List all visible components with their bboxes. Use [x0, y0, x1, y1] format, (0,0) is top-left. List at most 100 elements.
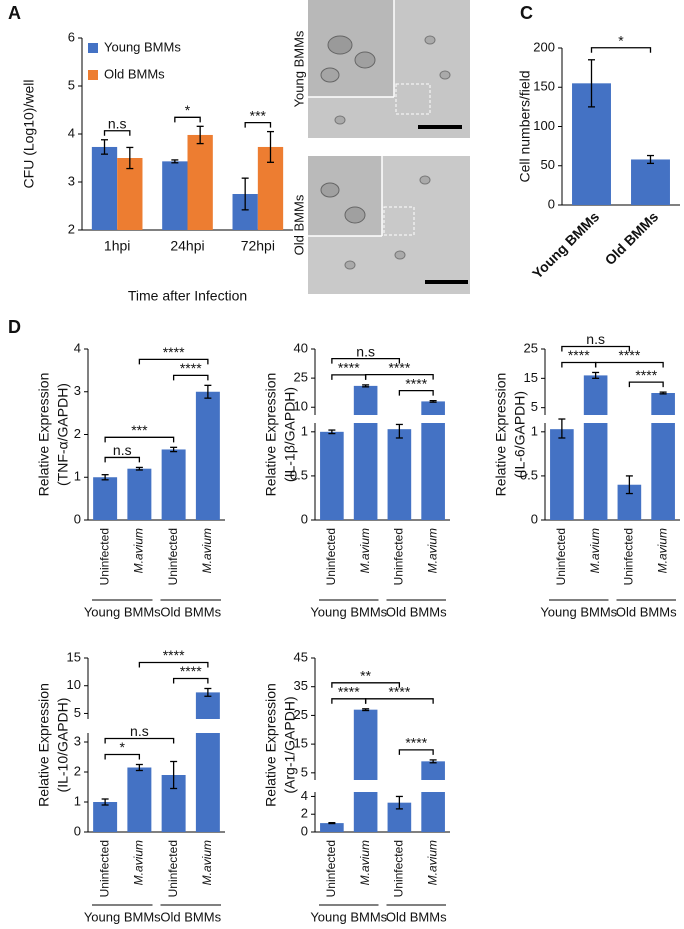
bar: [91, 146, 118, 230]
bar: [421, 761, 445, 832]
y-tick-label: 4: [301, 788, 308, 803]
group-label: Young BMMs: [310, 604, 387, 619]
group-label: Young BMMs: [84, 604, 161, 619]
x-tick-label: Uninfected: [392, 528, 406, 585]
bar: [195, 391, 220, 520]
y-tick-label: 1: [301, 423, 308, 438]
error-bar: [170, 446, 178, 453]
legend-swatch: [88, 43, 98, 53]
cell: [394, 250, 406, 260]
error-bar: [647, 154, 654, 165]
significance-bracket: [331, 682, 401, 688]
significance-label: ****: [405, 375, 427, 391]
bar: [162, 161, 188, 230]
significance-bracket: [104, 753, 141, 760]
cell: [320, 182, 340, 198]
x-tick-label: M.avium: [200, 840, 214, 885]
significance-bracket: [628, 381, 664, 388]
y-axis-label: Relative Expression: [263, 373, 279, 497]
significance-label: *: [618, 32, 624, 48]
axis-break: [309, 415, 452, 423]
x-tick-label: Uninfected: [324, 840, 338, 897]
cell: [419, 175, 431, 185]
y-tick-label: 4: [74, 340, 81, 355]
y-axis-label: Relative Expression: [493, 373, 509, 497]
significance-label: ****: [635, 367, 657, 383]
x-tick-label: Uninfected: [166, 840, 180, 897]
significance-bracket: [104, 737, 175, 744]
significance-bracket: [331, 374, 367, 380]
bar: [127, 468, 152, 520]
y-axis-label: (IL-6/GAPDH): [512, 391, 528, 478]
x-tick-label: 24hpi: [170, 238, 204, 254]
y-tick-label: 2: [74, 426, 81, 441]
x-tick-label: Uninfected: [554, 528, 568, 585]
error-bar: [395, 795, 403, 810]
group-label: Old BMMs: [386, 909, 447, 924]
cell: [424, 35, 436, 45]
legend-swatch: [88, 70, 98, 80]
y-tick-label: 15: [67, 649, 81, 664]
bar: [550, 429, 574, 520]
error-bar: [266, 130, 274, 163]
significance-bracket: [103, 130, 131, 136]
significance-bracket: [594, 361, 664, 368]
panel-label: D: [8, 317, 21, 337]
significance-bracket: [561, 361, 597, 368]
error-bar: [362, 384, 370, 388]
y-tick-label: 50: [541, 157, 555, 172]
cell: [439, 70, 451, 80]
significance-bracket: [364, 373, 434, 380]
significance-label: ***: [131, 422, 148, 438]
y-tick-label: 5: [301, 764, 308, 779]
error-bar: [429, 399, 437, 403]
x-tick-label: M.avium: [132, 528, 146, 573]
y-axis-label: Relative Expression: [36, 373, 52, 497]
error-bar: [429, 759, 437, 764]
bar: [187, 134, 213, 230]
cell: [344, 206, 366, 224]
bar: [195, 692, 220, 832]
error-bar: [101, 474, 109, 481]
cell: [327, 35, 353, 55]
significance-bracket: [172, 677, 209, 684]
error-bar: [362, 708, 370, 712]
y-tick-label: 35: [294, 678, 308, 693]
significance-label: n.s: [586, 331, 605, 347]
bar: [617, 484, 642, 520]
x-tick-label: Young BMMs: [529, 208, 602, 281]
significance-label: ****: [163, 344, 185, 360]
x-axis-label: Time after Infection: [128, 288, 247, 304]
y-tick-label: 3: [68, 173, 75, 188]
y-tick-label: 25: [294, 370, 308, 385]
y-tick-label: 25: [294, 707, 308, 722]
y-axis-label: (IL-10/GAPDH): [55, 698, 71, 793]
error-bar: [135, 466, 143, 471]
micrograph-inset: [308, 156, 382, 236]
x-tick-label: M.avium: [200, 528, 214, 573]
y-tick-label: 1: [531, 423, 538, 438]
y-tick-label: 15: [294, 736, 308, 751]
error-bar: [558, 418, 566, 439]
y-tick-label: 0.5: [290, 467, 308, 482]
x-tick-label: Uninfected: [97, 528, 111, 585]
group-label: Old BMMs: [160, 909, 221, 924]
significance-bracket: [590, 47, 652, 53]
y-tick-label: 0: [301, 511, 308, 526]
error-bar: [204, 687, 212, 697]
y-tick-label: 5: [74, 705, 81, 720]
significance-bracket: [561, 345, 631, 352]
y-axis-label: (TNF-α/GAPDH): [55, 383, 71, 486]
group-label: Young BMMs: [310, 909, 387, 924]
significance-label: ****: [338, 684, 360, 700]
significance-label: ****: [388, 684, 410, 700]
error-bar: [625, 475, 633, 495]
y-tick-label: 0: [74, 823, 81, 838]
group-label: Old BMMs: [160, 604, 221, 619]
cell: [354, 51, 376, 69]
significance-label: ****: [618, 347, 640, 363]
error-bar: [101, 798, 109, 806]
significance-bracket: [331, 357, 401, 364]
bar: [161, 449, 186, 520]
y-axis-label: Relative Expression: [36, 683, 52, 807]
